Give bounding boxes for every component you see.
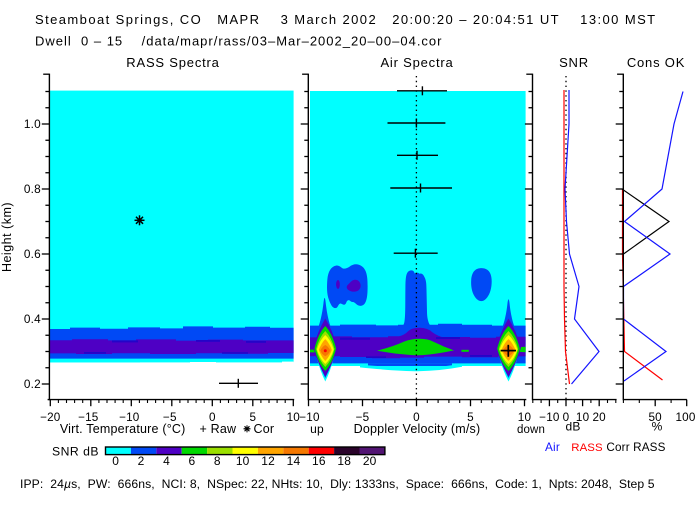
svg-text:14: 14 (287, 454, 301, 468)
svg-text:Cor: Cor (254, 422, 275, 436)
svg-text:5: 5 (249, 411, 256, 424)
svg-text:Steamboat Springs, CO MAPR: Steamboat Springs, CO MAPR 3 March 2002 … (35, 12, 657, 27)
svg-text:10: 10 (576, 411, 590, 424)
svg-text:−10: −10 (539, 411, 560, 424)
svg-text:20: 20 (363, 454, 377, 468)
svg-text:Air: Air (545, 440, 560, 454)
svg-text:0: 0 (112, 454, 119, 468)
svg-text:6: 6 (188, 454, 195, 468)
svg-text:0.2: 0.2 (24, 377, 41, 391)
svg-text:−15: −15 (78, 411, 99, 424)
svg-text:RASS Spectra: RASS Spectra (126, 55, 219, 70)
svg-text:%: % (652, 420, 663, 434)
svg-text:Corr RASS: Corr RASS (606, 441, 665, 454)
svg-text:10: 10 (518, 411, 532, 424)
svg-text:0.8: 0.8 (24, 182, 41, 196)
svg-text:8: 8 (214, 454, 221, 468)
svg-text:−5: −5 (163, 411, 177, 424)
svg-text:0.4: 0.4 (24, 312, 41, 326)
svg-text:16: 16 (312, 454, 326, 468)
svg-text:Cons OK: Cons OK (627, 55, 685, 70)
svg-text:5: 5 (467, 411, 474, 424)
svg-text:12: 12 (261, 454, 275, 468)
svg-text:18: 18 (337, 454, 351, 468)
svg-text:SNR dB: SNR dB (52, 445, 99, 459)
svg-text:Virt. Temperature (°C): Virt. Temperature (°C) (60, 422, 186, 436)
svg-text:1.0: 1.0 (24, 117, 41, 131)
svg-text:−5: −5 (356, 411, 370, 424)
svg-text:Dwell 0 – 15 /data/mapr/ra: Dwell 0 – 15 /data/mapr/rass/03–Mar–2002… (35, 34, 443, 49)
svg-text:up: up (310, 422, 324, 436)
svg-text:Doppler Velocity (m/s): Doppler Velocity (m/s) (354, 422, 481, 436)
svg-text:−10: −10 (299, 411, 320, 424)
svg-text:−20: −20 (40, 411, 61, 424)
svg-text:0: 0 (563, 411, 570, 424)
svg-text:+ Raw: + Raw (200, 422, 238, 436)
svg-text:100: 100 (675, 411, 695, 424)
svg-text:10: 10 (287, 411, 301, 424)
svg-text:0: 0 (209, 411, 216, 424)
svg-text:down: down (517, 424, 545, 436)
svg-text:RASS: RASS (571, 442, 603, 454)
svg-text:Air Spectra: Air Spectra (380, 55, 453, 70)
svg-text:SNR: SNR (559, 55, 589, 70)
svg-text:IPP: 24µs, PW: 666ns, NCI:: IPP: 24µs, PW: 666ns, NCI: 8, NSpec: 22,… (20, 477, 655, 491)
svg-text:−10: −10 (119, 411, 140, 424)
svg-text:Height (km): Height (km) (0, 202, 14, 272)
svg-text:0.6: 0.6 (24, 247, 41, 261)
svg-text:0: 0 (413, 411, 420, 424)
svg-text:10: 10 (236, 454, 250, 468)
svg-text:20: 20 (592, 411, 606, 424)
svg-text:2: 2 (138, 454, 145, 468)
svg-text:dB: dB (565, 420, 580, 434)
svg-text:4: 4 (163, 454, 170, 468)
svg-text:50: 50 (648, 411, 662, 424)
